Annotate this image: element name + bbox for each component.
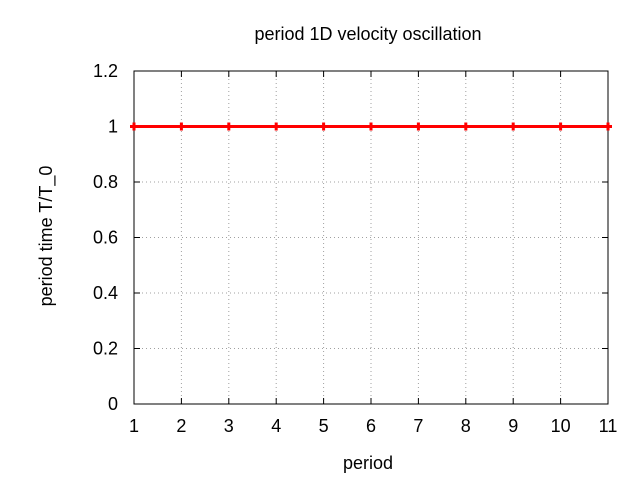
x-tick-label: 3 (224, 416, 234, 436)
x-tick-label: 6 (366, 416, 376, 436)
y-tick-label: 1.2 (93, 61, 118, 81)
x-axis-label: period (343, 453, 393, 473)
y-axis-label: period time T/T_0 (36, 166, 57, 307)
data-point (461, 122, 470, 131)
y-tick-label: 0.8 (93, 172, 118, 192)
data-point (130, 122, 138, 131)
data-point (509, 122, 518, 131)
y-tick-label: 0.4 (93, 283, 118, 303)
x-tick-label: 9 (508, 416, 518, 436)
x-tick-label: 10 (551, 416, 571, 436)
data-point (272, 122, 281, 131)
data-point (556, 122, 565, 131)
plot-frame (133, 70, 609, 405)
x-tick-label: 5 (319, 416, 329, 436)
data-point (224, 122, 233, 131)
x-tick-label: 4 (271, 416, 281, 436)
y-tick-label: 0 (108, 394, 118, 414)
y-tick-label: 0.2 (93, 339, 118, 359)
axis-ticks: 1 2 3 4 5 6 7 8 9 10 11 0 0.2 0.4 0.6 0.8 1 1.2 (93, 61, 617, 436)
chart-title: period 1D velocity oscillation (254, 24, 481, 44)
grid (134, 71, 608, 404)
series-layer (130, 122, 612, 131)
x-tick-label: 2 (176, 416, 186, 436)
y-tick-label: 0.6 (93, 228, 118, 248)
y-tick-label: 1 (108, 117, 118, 137)
data-point (604, 122, 612, 131)
x-tick-label: 7 (413, 416, 423, 436)
data-point (177, 122, 186, 131)
x-tick-label: 8 (461, 416, 471, 436)
x-tick-label: 1 (129, 416, 139, 436)
data-point (367, 122, 375, 131)
data-point (414, 122, 423, 131)
data-point (319, 122, 328, 131)
x-tick-label: 11 (599, 416, 618, 436)
